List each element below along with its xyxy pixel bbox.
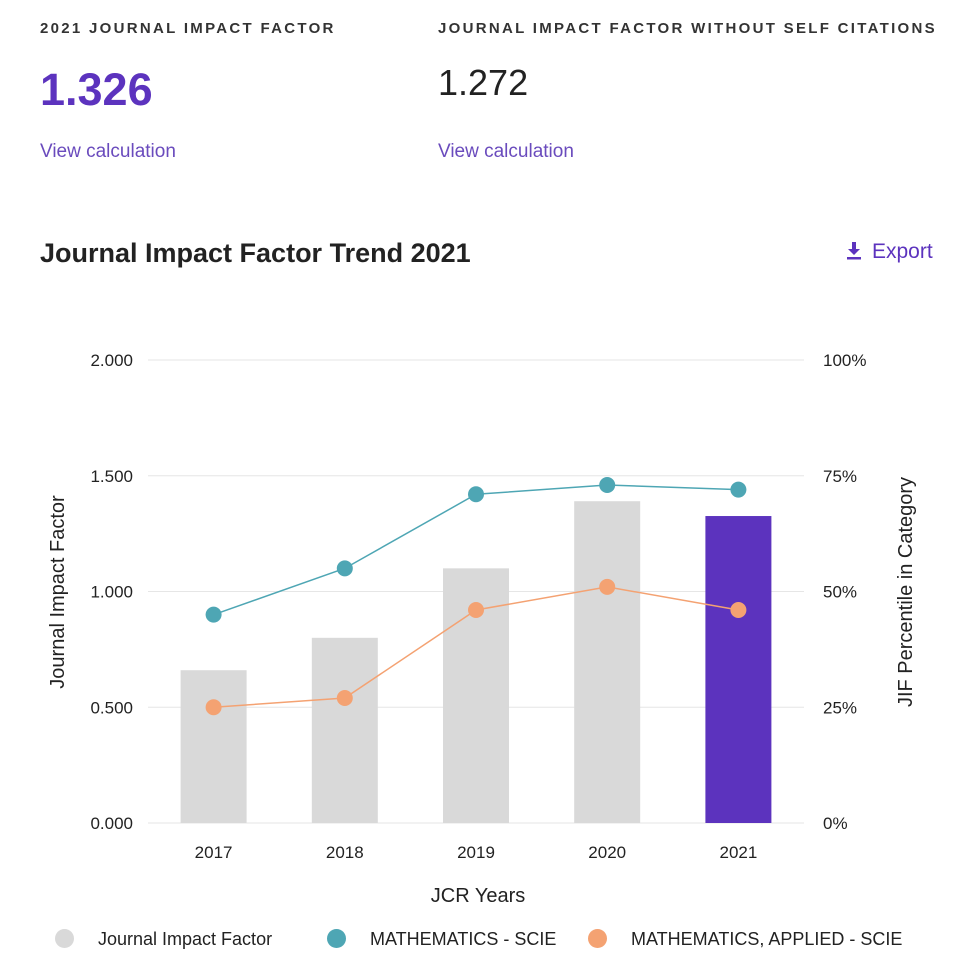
legend-swatch xyxy=(327,929,346,948)
jif-trend-chart: 0.000 0.500 1.000 1.500 2.000 0% 25% 50% 75% 100%… xyxy=(47,351,917,907)
x-axis-title: JCR Years xyxy=(431,885,526,907)
export-label: Export xyxy=(872,240,933,263)
y2-tick-label: 100% xyxy=(823,351,866,370)
legend-item[interactable]: Journal Impact Factor xyxy=(55,929,272,950)
x-tick-label: 2021 xyxy=(719,843,757,862)
y2-tick-label: 75% xyxy=(823,467,857,486)
data-point xyxy=(599,477,616,494)
data-point xyxy=(205,606,222,623)
x-tick-label: 2019 xyxy=(457,843,495,862)
legend-label: MATHEMATICS - SCIE xyxy=(370,929,557,949)
legend-item[interactable]: MATHEMATICS - SCIE xyxy=(327,929,556,950)
data-point xyxy=(468,602,484,619)
x-tick-label: 2017 xyxy=(195,843,233,862)
data-point xyxy=(336,689,353,706)
download-icon xyxy=(847,242,861,260)
legend-label: MATHEMATICS, APPLIED - SCIE xyxy=(631,929,903,949)
legend-swatch xyxy=(55,929,74,948)
data-point xyxy=(599,578,616,595)
y-tick-label: 2.000 xyxy=(90,351,133,370)
x-tick-label: 2018 xyxy=(326,843,364,862)
y2-tick-label: 50% xyxy=(823,583,857,602)
legend-label: Journal Impact Factor xyxy=(98,929,273,949)
jif-bar-2017 xyxy=(180,670,247,823)
y2-axis-title: JIF Percentile in Category xyxy=(895,477,917,707)
legend-swatch xyxy=(588,929,607,948)
chart-legend: Journal Impact Factor MATHEMATICS - SCIE M… xyxy=(0,929,956,955)
export-button[interactable]: Export xyxy=(846,240,933,264)
jif-label: 2021 JOURNAL IMPACT FACTOR xyxy=(40,20,336,37)
jif-no-self-cite-label: JOURNAL IMPACT FACTOR WITHOUT SELF CITAT… xyxy=(438,20,937,37)
y-tick-label: 0.500 xyxy=(90,698,133,717)
jif-no-self-cite-value: 1.272 xyxy=(438,62,529,103)
data-point xyxy=(336,560,353,577)
legend-item[interactable]: MATHEMATICS, APPLIED - SCIE xyxy=(588,929,902,950)
data-point xyxy=(730,602,747,619)
chart-title: Journal Impact Factor Trend 2021 xyxy=(40,238,471,268)
y-tick-label: 0.000 xyxy=(90,814,133,833)
jif-bar-2018 xyxy=(311,637,378,823)
y2-tick-label: 0% xyxy=(823,814,848,833)
y-axis-title: Journal Impact Factor xyxy=(47,495,69,689)
jif-no-self-cite-view-calculation-link[interactable]: View calculation xyxy=(438,141,574,162)
data-point xyxy=(205,699,222,716)
data-point xyxy=(468,486,484,503)
jif-value: 1.326 xyxy=(40,64,153,115)
data-point xyxy=(730,481,747,498)
jif-bar-2020 xyxy=(574,501,641,823)
y-tick-label: 1.000 xyxy=(90,583,133,602)
jif-bar-2021 xyxy=(705,516,772,823)
y-tick-label: 1.500 xyxy=(90,467,133,486)
x-tick-label: 2020 xyxy=(588,843,626,862)
jif-view-calculation-link[interactable]: View calculation xyxy=(40,141,176,162)
y2-tick-label: 25% xyxy=(823,698,857,717)
